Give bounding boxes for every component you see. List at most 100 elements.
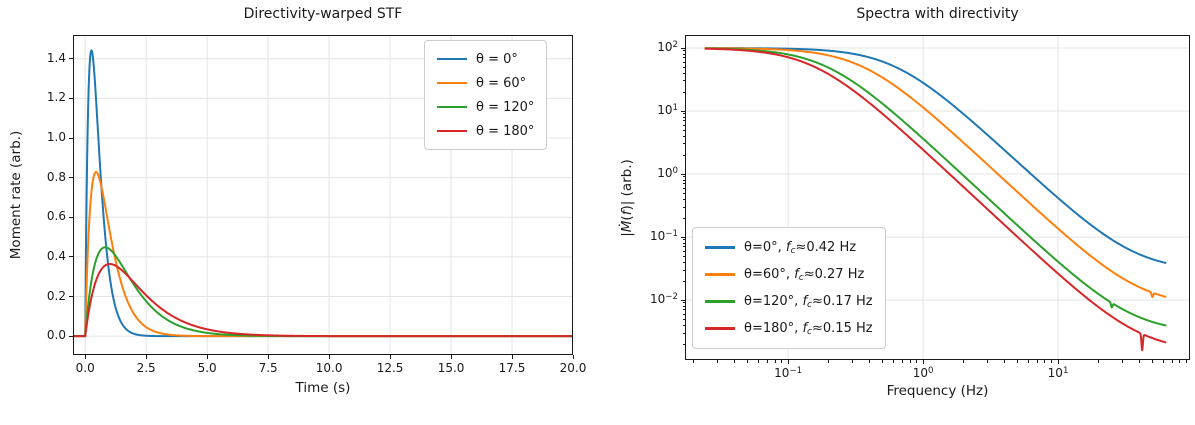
curve-theta-60	[704, 47, 1167, 299]
axes-spines	[685, 35, 1190, 360]
x-tick-label: 5.0	[197, 361, 217, 375]
tick-mark	[682, 239, 685, 241]
y-tick-label: 0.4	[46, 248, 66, 263]
legend-entry-theta-0: θ=0°, fc≈0.42 Hz	[705, 234, 873, 261]
legend-label: θ = 180°	[476, 123, 535, 139]
x-tick-label: 2.5	[136, 361, 156, 375]
text-run: (	[619, 215, 635, 221]
exponent: 1	[1062, 366, 1069, 377]
tick-mark	[682, 280, 685, 282]
x-tick-label: 12.5	[376, 361, 404, 375]
axes-spines	[73, 35, 573, 355]
text-run: θ=0°,	[744, 240, 786, 255]
tick-mark	[511, 355, 513, 359]
legend-line-sample	[705, 273, 735, 276]
tick-mark	[682, 179, 685, 181]
legend-entry-theta-120: θ = 120°	[437, 95, 534, 119]
legend-label: θ=60°, fc≈0.27 Hz	[744, 267, 865, 283]
tick-mark	[892, 360, 894, 363]
text-run: f	[619, 210, 635, 216]
legend-entry-theta-120: θ=120°, fc≈0.17 Hz	[705, 288, 873, 315]
text-run: ≈0.27 Hz	[803, 267, 865, 282]
text-run: ≈0.15 Hz	[812, 321, 873, 336]
legend-label: θ = 120°	[476, 99, 535, 115]
legend-line-sample	[437, 81, 467, 85]
tick-mark	[682, 120, 685, 122]
y-tick-label: 0.6	[46, 209, 66, 224]
tick-mark	[1121, 360, 1123, 363]
tick-mark	[774, 360, 776, 363]
tick-mark	[682, 343, 685, 345]
curve-theta-120	[704, 47, 1167, 327]
tick-mark	[682, 246, 685, 248]
tick-mark	[1098, 360, 1100, 363]
tick-mark	[747, 360, 749, 363]
text-run: f	[802, 321, 808, 336]
tick-mark	[733, 360, 735, 363]
tick-mark	[682, 192, 685, 194]
tick-mark	[682, 91, 685, 93]
exponent: 2	[672, 40, 679, 51]
tick-mark	[682, 50, 685, 52]
tick-mark	[681, 236, 685, 238]
tick-mark	[1016, 360, 1018, 363]
tick-mark	[682, 135, 685, 137]
tick-mark	[682, 250, 685, 252]
tick-mark	[682, 143, 685, 145]
text-run: Ṁ	[619, 220, 635, 233]
tick-mark	[682, 206, 685, 208]
tick-mark	[682, 242, 685, 244]
tick-mark	[1003, 360, 1005, 363]
tick-mark	[682, 154, 685, 156]
tick-mark	[682, 332, 685, 334]
exponent: 0	[928, 366, 934, 377]
text-run: θ=60°,	[744, 267, 795, 282]
y-tick-label: 0.0	[46, 328, 66, 343]
tick-mark	[572, 355, 574, 359]
text-run: c	[807, 327, 813, 337]
tick-mark	[682, 53, 685, 55]
tick-mark	[766, 360, 768, 363]
y-tick-label: 102	[657, 40, 679, 55]
legend-line-sample	[437, 105, 467, 109]
tick-mark	[681, 47, 685, 49]
tick-mark	[450, 355, 452, 359]
y-tick-label: 1.4	[46, 50, 66, 65]
legend-entry-theta-60: θ = 60°	[437, 71, 534, 95]
tick-mark	[328, 355, 330, 359]
tick-mark	[682, 187, 685, 189]
tick-mark	[69, 137, 73, 139]
exponent: −2	[665, 292, 678, 303]
text-run: c	[807, 300, 813, 310]
tick-mark	[682, 318, 685, 320]
text-run: f	[802, 294, 808, 309]
right-legend: θ=0°, fc≈0.42 Hz θ=60°, fc≈0.27 Hz θ=120°,…	[692, 227, 886, 349]
x-tick-label: 101	[1047, 366, 1069, 380]
x-tick-label: 17.5	[498, 361, 526, 375]
curve-theta-180	[73, 263, 573, 338]
tick-mark	[682, 80, 685, 82]
right-chart-title: Spectra with directivity	[856, 6, 1019, 22]
legend-entry-theta-180: θ=180°, fc≈0.15 Hz	[705, 315, 873, 342]
legend-label: θ=180°, fc≈0.15 Hz	[744, 321, 873, 337]
tick-mark	[1179, 360, 1181, 363]
legend-line-sample	[437, 129, 467, 133]
text-run: )| (arb.)	[619, 159, 635, 211]
text-run: ≈0.42 Hz	[795, 240, 857, 255]
legend-label: θ = 60°	[476, 75, 527, 91]
text-run: |	[619, 232, 635, 237]
tick-mark	[757, 360, 759, 363]
tick-mark	[682, 261, 685, 263]
legend-line-sample	[705, 300, 735, 303]
text-run: θ=180°,	[744, 321, 803, 336]
legend-label: θ=0°, fc≈0.42 Hz	[744, 240, 857, 256]
legend-label: θ = 0°	[476, 51, 518, 67]
tick-mark	[681, 110, 685, 112]
left-legend: θ = 0° θ = 60° θ = 120° θ = 180°	[424, 40, 548, 150]
tick-mark	[693, 360, 695, 363]
tick-mark	[1151, 360, 1153, 363]
text-run: c	[798, 273, 804, 283]
x-tick-label: 7.5	[258, 361, 278, 375]
y-tick-label: 0.8	[46, 169, 66, 184]
